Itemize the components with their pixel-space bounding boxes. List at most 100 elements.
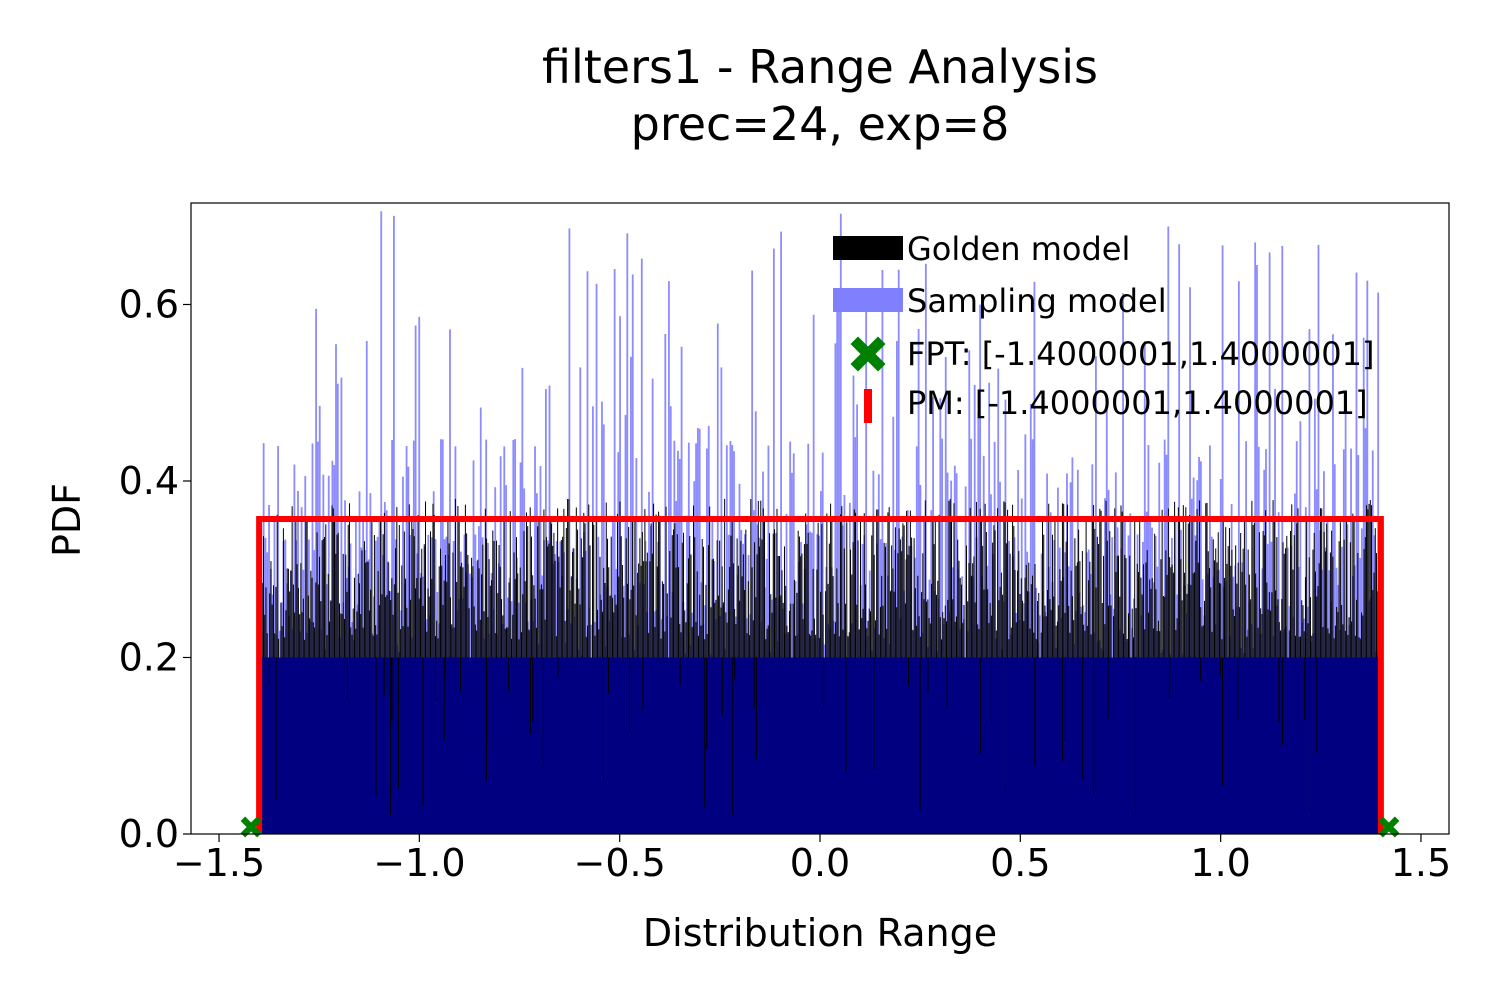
- sampling-model-bar: [1221, 245, 1224, 834]
- sampling-model-bar: [720, 367, 723, 834]
- sampling-model-bar: [418, 316, 421, 835]
- legend-swatch-golden-model: [833, 236, 903, 260]
- pm-range-line: [256, 515, 1384, 834]
- chart-title-line2: prec=24, exp=8: [631, 97, 1010, 151]
- sampling-model-bar: [838, 295, 840, 835]
- sampling-model-bar: [772, 248, 775, 835]
- sampling-model-bar: [1105, 399, 1108, 834]
- legend: Golden model Sampling model FPT: [-1.400…: [833, 230, 1374, 423]
- sampling-model-bar: [601, 401, 603, 834]
- sampling-model-bar: [544, 389, 547, 834]
- legend-label-pm: PM: [-1.4000001,1.4000001]: [907, 384, 1368, 422]
- sampling-model-bar: [751, 270, 754, 834]
- sampling-model-bar: [895, 341, 898, 834]
- sampling-model-bar: [1165, 454, 1168, 834]
- sampling-model-bar: [512, 439, 515, 834]
- sampling-model-bar: [586, 271, 589, 835]
- sampling-model-bar: [944, 356, 947, 834]
- sampling-model-bar: [640, 258, 643, 834]
- sampling-model-bar: [789, 441, 792, 834]
- sampling-model-bar: [1254, 242, 1257, 835]
- fpt-marker-x-icon: [240, 816, 262, 838]
- sampling-model-bar: [1237, 281, 1240, 834]
- sampling-model-bar: [449, 329, 451, 834]
- sampling-model-bar: [812, 314, 815, 834]
- sampling-model-bar: [568, 228, 571, 834]
- y-tick-label: 0.6: [119, 282, 179, 326]
- sampling-model-bar: [668, 281, 670, 834]
- sampling-model-bar: [1256, 264, 1258, 834]
- x-tick-label: 0.0: [790, 841, 850, 885]
- x-tick-label: −1.5: [173, 841, 265, 885]
- sampling-model-bar: [677, 450, 679, 834]
- legend-label-golden-model: Golden model: [907, 230, 1130, 268]
- sampling-model-bar: [548, 385, 551, 834]
- x-axis-label: Distribution Range: [643, 911, 997, 955]
- sampling-model-bar: [917, 329, 920, 834]
- sampling-model-bar: [733, 451, 735, 834]
- sampling-model-bar: [680, 346, 683, 834]
- sampling-model-bar: [613, 269, 616, 834]
- sampling-model-bar: [1317, 244, 1320, 834]
- histogram-overlap-fill: [259, 657, 1381, 834]
- sampling-model-bar: [626, 233, 629, 835]
- sampling-model-bar: [939, 398, 942, 834]
- sampling-model-bar: [780, 231, 782, 834]
- sampling-model-bar: [1268, 252, 1271, 834]
- sampling-model-bar: [977, 412, 980, 834]
- sampling-model-bar: [393, 215, 395, 834]
- y-tick-label: 0.0: [119, 812, 179, 856]
- sampling-model-bar: [304, 476, 307, 834]
- plot-area: [240, 211, 1400, 838]
- sampling-model-bar: [1333, 464, 1336, 834]
- sampling-model-bar: [579, 367, 582, 834]
- sampling-model-bar: [881, 269, 884, 834]
- y-axis: 0.0 0.2 0.4 0.6: [119, 282, 191, 856]
- chart-title-line1: filters1 - Range Analysis: [542, 40, 1098, 94]
- sampling-model-bar: [941, 438, 944, 834]
- golden-model-dips: [268, 657, 1318, 815]
- x-axis: −1.5 −1.0 −0.5 0.0 0.5 1.0 1.5: [173, 834, 1451, 885]
- sampling-model-bar: [624, 414, 627, 834]
- sampling-model-bar: [792, 453, 795, 834]
- x-tick-label: 0.5: [990, 841, 1050, 885]
- sampling-model-bar: [1143, 341, 1146, 834]
- legend-swatch-sampling-model: [833, 288, 903, 312]
- x-tick-label: −0.5: [574, 841, 666, 885]
- sampling-model-bar: [696, 428, 699, 834]
- y-tick-label: 0.2: [119, 635, 179, 679]
- legend-marker-fpt-x-icon: [850, 336, 886, 372]
- sampling-model-bar: [791, 472, 793, 834]
- sampling-model-bar: [1350, 448, 1352, 834]
- sampling-model-bar: [993, 441, 996, 834]
- sampling-model-bar: [1299, 421, 1302, 834]
- y-axis-label: PDF: [45, 483, 89, 557]
- sampling-model-bar: [380, 211, 383, 835]
- sampling-model-bar: [924, 263, 927, 834]
- sampling-model-bar: [1033, 281, 1036, 834]
- sampling-model-bar: [1281, 245, 1284, 834]
- x-tick-label: −1.0: [373, 841, 465, 885]
- sampling-model-bar: [988, 382, 991, 834]
- sampling-model-bar: [1355, 272, 1358, 834]
- sampling-model-bar: [1257, 446, 1260, 834]
- sampling-model-bar: [1122, 293, 1124, 834]
- sampling-model-bar: [716, 323, 719, 834]
- sampling-model-bar: [1313, 398, 1316, 834]
- sampling-model-bar: [315, 308, 318, 834]
- fpt-marker-x-icon: [1378, 816, 1400, 838]
- legend-label-fpt: FPT: [-1.4000001,1.4000001]: [907, 335, 1374, 373]
- x-tick-label: 1.0: [1190, 841, 1250, 885]
- sampling-model-bar: [414, 325, 417, 834]
- x-tick-label: 1.5: [1391, 841, 1451, 885]
- sampling-model-bar: [865, 296, 868, 835]
- sampling-model-bar: [1344, 412, 1347, 834]
- sampling-model-bar: [1274, 388, 1276, 834]
- sampling-model-bar: [472, 460, 475, 834]
- legend-marker-pm: [864, 389, 872, 423]
- sampling-model-bar: [340, 377, 343, 834]
- sampling-model-bar: [1017, 470, 1020, 834]
- sampling-model-bar: [664, 333, 667, 834]
- sampling-model-bar: [834, 343, 837, 834]
